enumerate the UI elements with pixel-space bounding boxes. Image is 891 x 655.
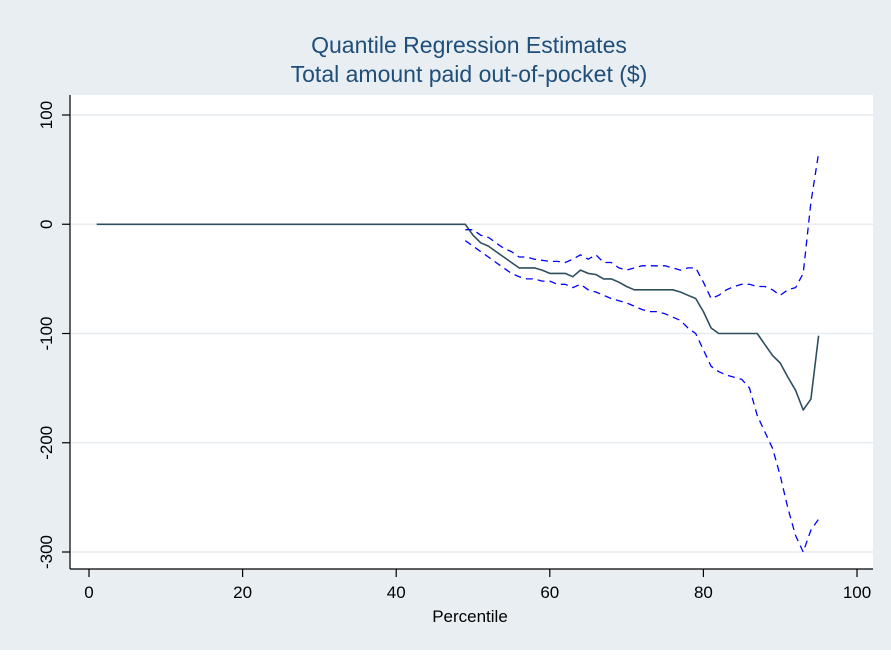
x-axis-label: Percentile (432, 607, 508, 626)
lower-ci-line (464, 240, 820, 553)
x-tick-label: 100 (843, 583, 871, 602)
series-group (96, 153, 820, 553)
chart-title-line-2: Total amount paid out-of-pocket ($) (291, 61, 648, 87)
axis-ticks: 100 0 -100 -200 -300 0 20 40 60 80 100 (37, 101, 871, 602)
y-tick-label: -100 (37, 316, 56, 350)
x-tick-label: 80 (694, 583, 713, 602)
chart-title-line-1: Quantile Regression Estimates (311, 32, 627, 58)
y-tick-label: 100 (37, 101, 56, 129)
y-tick-label: 0 (37, 220, 56, 229)
x-tick-label: 60 (540, 583, 559, 602)
y-tick-label: -200 (37, 426, 56, 460)
y-tick-label: -300 (37, 535, 56, 569)
plot-area (70, 95, 873, 569)
upper-ci-line (465, 153, 820, 300)
x-tick-label: 0 (84, 583, 93, 602)
estimate-line (96, 223, 820, 411)
x-tick-label: 40 (387, 583, 406, 602)
x-tick-label: 20 (233, 583, 252, 602)
